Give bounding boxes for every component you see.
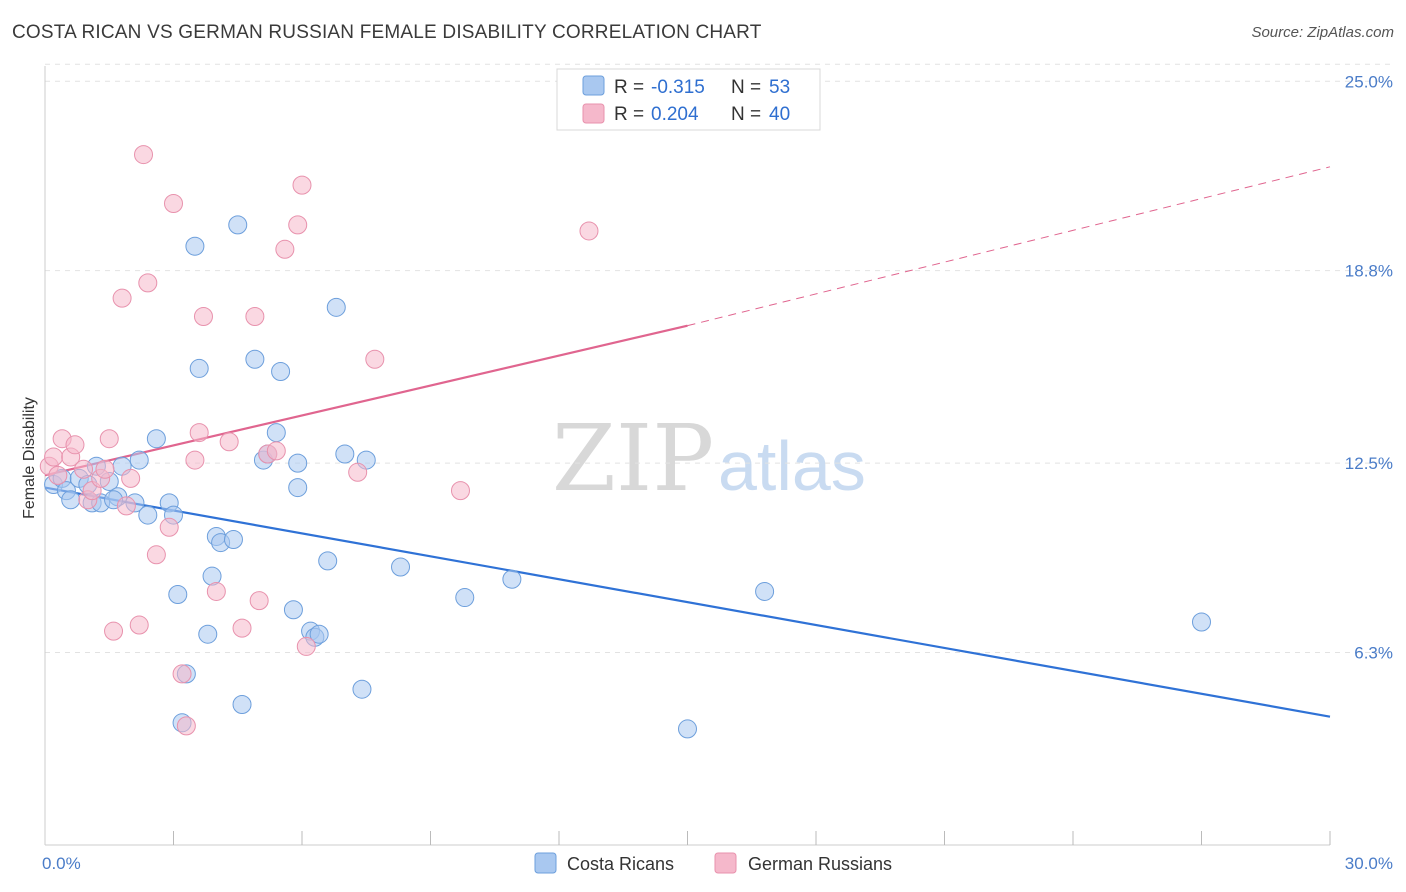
point-german-russians xyxy=(146,545,166,565)
x-tick-label-max: 30.0% xyxy=(1345,854,1393,873)
legend-n-label: N = xyxy=(731,77,761,98)
legend-n-label: N = xyxy=(731,104,761,125)
legend-r-label: R = xyxy=(614,77,644,98)
point-costa-ricans xyxy=(391,557,411,577)
point-german-russians xyxy=(245,307,265,327)
point-german-russians xyxy=(292,175,312,195)
point-costa-ricans xyxy=(138,505,158,525)
series-legend-swatch-costa-ricans xyxy=(534,852,557,874)
series-legend: Costa Ricans German Russians xyxy=(534,852,892,874)
point-costa-ricans xyxy=(326,297,346,317)
source-label: Source: ZipAtlas.com xyxy=(1251,24,1394,41)
point-costa-ricans xyxy=(266,423,286,443)
point-german-russians xyxy=(275,239,295,259)
y-axis-label: Female Disability xyxy=(21,397,38,519)
point-costa-ricans xyxy=(223,530,243,550)
point-costa-ricans xyxy=(129,450,149,470)
point-german-russians xyxy=(189,423,209,443)
point-costa-ricans xyxy=(189,358,209,378)
y-tick-label: 12.5% xyxy=(1345,454,1393,473)
point-german-russians xyxy=(232,618,252,638)
point-costa-ricans xyxy=(232,694,252,714)
legend-r-label: R = xyxy=(614,104,644,125)
trend-line-extension xyxy=(687,166,1331,327)
watermark-zip: ZIP xyxy=(552,405,714,512)
point-german-russians xyxy=(219,432,239,452)
point-german-russians xyxy=(296,636,316,656)
y-tick-label: 18.8% xyxy=(1345,262,1393,281)
trend-line xyxy=(44,324,688,477)
point-german-russians xyxy=(74,459,94,479)
point-german-russians xyxy=(95,459,115,479)
point-costa-ricans xyxy=(678,719,697,739)
point-costa-ricans xyxy=(198,624,218,644)
legend-n-value-costa-ricans: 53 xyxy=(769,77,790,98)
watermark-atlas: atlas xyxy=(718,427,866,505)
point-costa-ricans xyxy=(1192,612,1211,632)
point-german-russians xyxy=(138,273,158,293)
x-tick-label-min: 0.0% xyxy=(42,854,81,873)
point-costa-ricans xyxy=(245,349,265,369)
point-german-russians xyxy=(129,615,149,635)
trend-line xyxy=(44,486,1331,718)
point-german-russians xyxy=(249,591,269,611)
point-german-russians xyxy=(348,462,368,482)
point-german-russians xyxy=(185,450,205,470)
y-tick-label: 6.3% xyxy=(1354,644,1393,663)
point-costa-ricans xyxy=(755,581,775,601)
point-german-russians xyxy=(99,429,119,449)
point-german-russians xyxy=(176,716,196,736)
chart-title: COSTA RICAN VS GERMAN RUSSIAN FEMALE DIS… xyxy=(12,22,762,43)
data-points xyxy=(39,145,1211,739)
point-german-russians xyxy=(112,288,132,308)
legend-r-value-costa-ricans: -0.315 xyxy=(651,77,705,98)
stats-legend: R = -0.315 N = 53 R = 0.204 N = 40 xyxy=(556,68,821,131)
series-legend-costa-ricans: Costa Ricans xyxy=(567,854,674,874)
point-german-russians xyxy=(450,481,470,501)
point-costa-ricans xyxy=(271,361,291,381)
point-costa-ricans xyxy=(352,679,372,699)
point-costa-ricans xyxy=(309,624,329,644)
point-german-russians xyxy=(193,307,213,327)
point-costa-ricans xyxy=(318,551,338,571)
point-german-russians xyxy=(365,349,385,369)
trend-lines xyxy=(44,166,1331,718)
point-german-russians xyxy=(121,468,141,488)
point-costa-ricans xyxy=(502,569,522,589)
legend-swatch-german-russians xyxy=(582,103,605,124)
point-german-russians xyxy=(288,215,308,235)
point-german-russians xyxy=(104,621,124,641)
point-german-russians xyxy=(159,517,179,537)
point-costa-ricans xyxy=(335,444,355,464)
point-costa-ricans xyxy=(61,490,81,510)
series-legend-german-russians: German Russians xyxy=(748,854,892,874)
point-costa-ricans xyxy=(185,236,205,256)
legend-swatch-costa-ricans xyxy=(582,75,605,96)
point-german-russians xyxy=(134,145,154,165)
point-costa-ricans xyxy=(146,429,166,449)
legend-r-value-german-russians: 0.204 xyxy=(651,104,699,125)
point-costa-ricans xyxy=(228,215,248,235)
point-german-russians xyxy=(266,441,286,461)
point-german-russians xyxy=(65,435,85,455)
point-german-russians xyxy=(206,581,226,601)
legend-n-value-german-russians: 40 xyxy=(769,104,790,125)
point-costa-ricans xyxy=(168,584,188,604)
point-german-russians xyxy=(164,193,183,213)
series-legend-swatch-german-russians xyxy=(714,852,737,874)
point-german-russians xyxy=(172,664,192,684)
point-german-russians xyxy=(116,496,136,516)
y-tick-label: 25.0% xyxy=(1345,72,1393,91)
point-german-russians xyxy=(44,447,64,467)
point-german-russians xyxy=(579,221,599,241)
point-costa-ricans xyxy=(283,600,303,620)
point-german-russians xyxy=(48,465,68,485)
point-costa-ricans xyxy=(288,478,308,498)
point-costa-ricans xyxy=(455,588,475,608)
point-costa-ricans xyxy=(288,453,308,473)
